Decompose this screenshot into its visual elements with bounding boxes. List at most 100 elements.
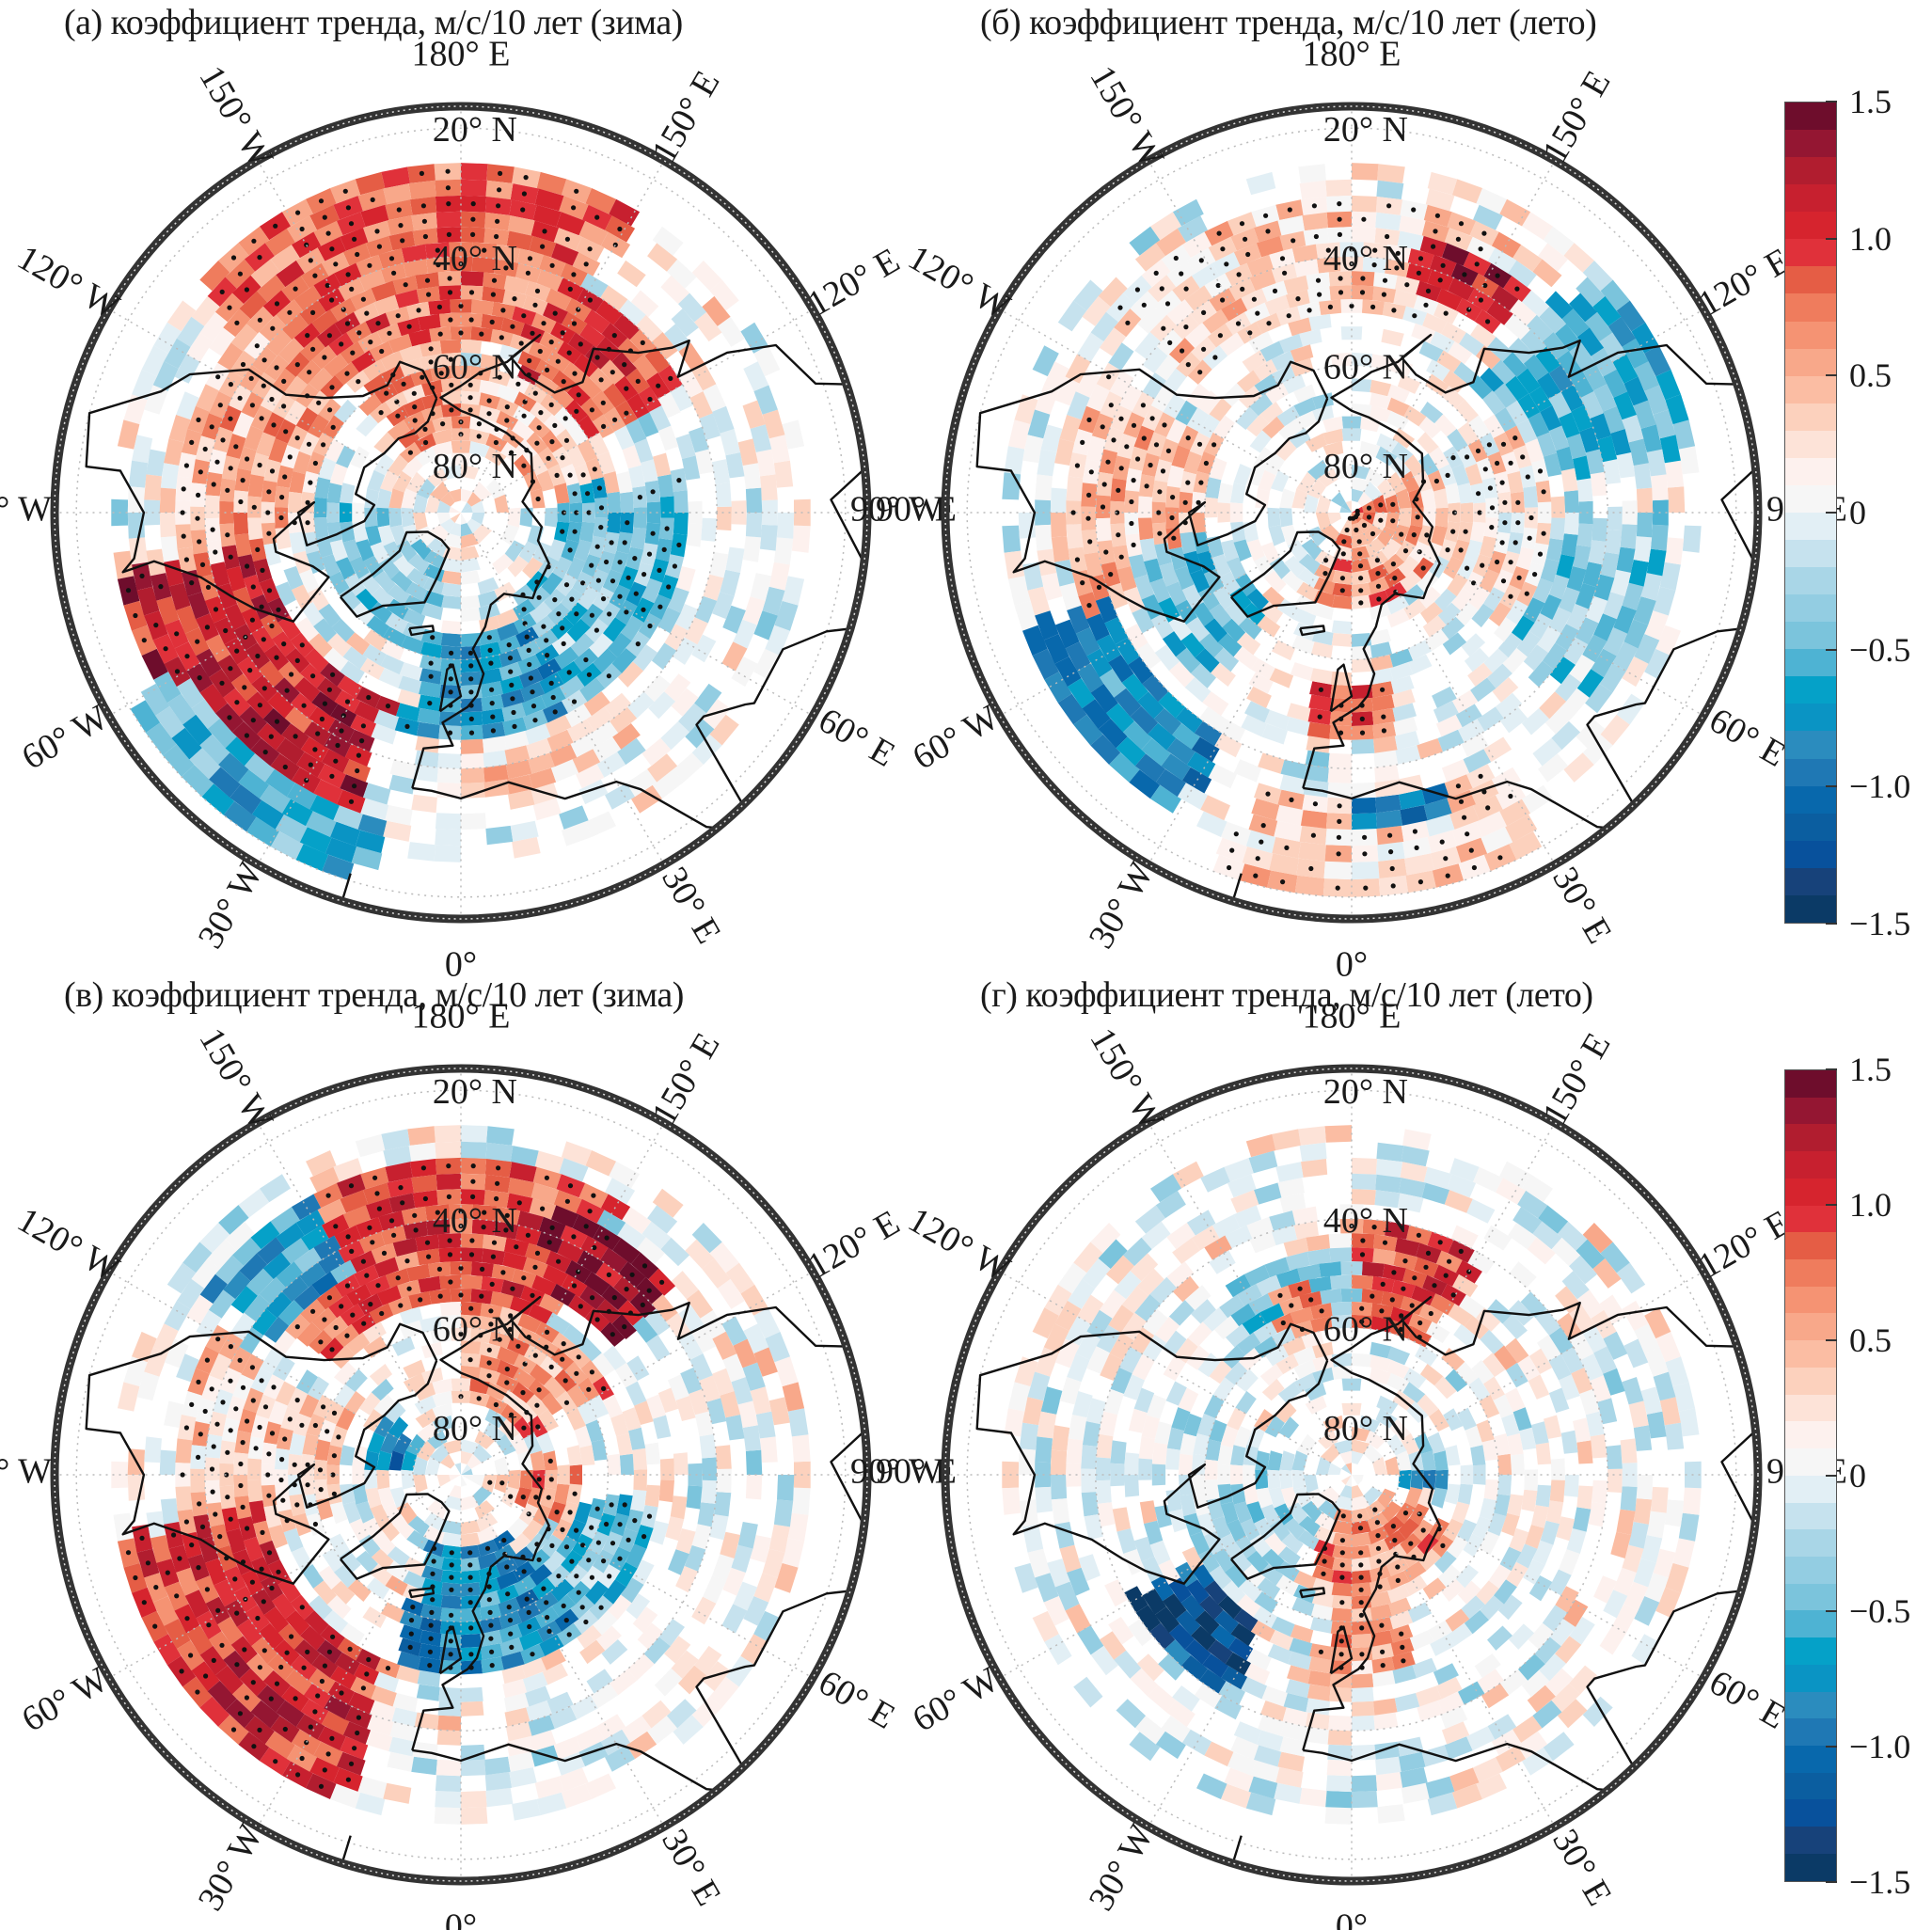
stipple-dot: [249, 403, 255, 408]
map-boundary-inner: [944, 105, 1759, 920]
trend-cell: [1422, 507, 1436, 528]
trend-cell: [342, 1205, 372, 1228]
stipple-dot: [125, 588, 132, 593]
stipple-dot: [1310, 832, 1316, 838]
trend-cell: [388, 1736, 416, 1757]
trend-cell: [415, 1408, 437, 1429]
trend-cell: [406, 1529, 429, 1551]
trend-cell: [1561, 688, 1590, 717]
trend-cell: [423, 550, 446, 570]
trend-cell: [1035, 1436, 1053, 1463]
trend-cell: [641, 737, 672, 767]
meridian-line: [1363, 160, 1556, 493]
trend-cell: [1622, 1463, 1638, 1487]
stipple-dot: [1380, 687, 1386, 692]
stipple-dot: [220, 1400, 226, 1405]
trend-cell: [1191, 1225, 1220, 1251]
stipple-dot: [470, 1163, 476, 1169]
stipple-dot: [496, 203, 501, 209]
trend-cell: [1607, 316, 1637, 347]
trend-cell: [1491, 231, 1522, 259]
trend-cell: [1067, 1567, 1090, 1596]
trend-cell: [1212, 586, 1235, 610]
trend-cell: [479, 379, 501, 397]
latitude-label: 40° N: [433, 1201, 517, 1241]
trend-cell: [1331, 620, 1352, 635]
trend-cell: [603, 617, 626, 642]
stipple-dot: [468, 716, 474, 722]
trend-cell: [1176, 1610, 1201, 1636]
trend-cell: [1142, 346, 1168, 373]
stipple-dot: [225, 1449, 230, 1455]
trend-cell: [1523, 644, 1549, 672]
meridian-line: [1363, 532, 1556, 865]
trend-cell: [1593, 384, 1617, 412]
stipple-dot: [306, 441, 312, 447]
stipple-dot: [512, 723, 517, 730]
longitude-label: 180° E: [1303, 35, 1401, 74]
longitude-label: 0°: [445, 1907, 477, 1930]
stipple-dot: [210, 527, 215, 532]
trend-cell: [1591, 347, 1617, 377]
trend-cell: [1245, 1133, 1276, 1158]
stipple-dot: [329, 385, 335, 390]
trend-cell: [1194, 720, 1223, 747]
stipple-dot: [535, 1424, 541, 1430]
stipple-dot: [1124, 444, 1130, 450]
stipple-dot: [350, 350, 356, 356]
trend-cell: [166, 300, 197, 332]
trend-cell: [1591, 648, 1617, 678]
trend-cell: [1448, 277, 1475, 301]
trend-cell: [239, 1327, 264, 1354]
stipple-dot: [556, 1574, 562, 1579]
trend-cell: [505, 1721, 532, 1742]
trend-cell: [1616, 1262, 1646, 1294]
trend-cell: [388, 507, 403, 528]
stipple-dot: [1385, 233, 1390, 240]
stipple-dot: [509, 1644, 515, 1650]
trend-cell: [1112, 1507, 1131, 1532]
coastline: [411, 1295, 867, 1796]
stipple-dot: [1118, 416, 1124, 421]
trend-cell: [1272, 1129, 1301, 1151]
trend-cell: [388, 454, 409, 477]
stipple-dot: [1389, 865, 1395, 872]
trend-cell: [403, 609, 426, 628]
trend-cell: [737, 1400, 758, 1428]
trend-cell: [329, 463, 348, 486]
trend-cell: [1327, 1730, 1352, 1746]
trend-cell: [306, 811, 337, 837]
trend-cell: [485, 1787, 514, 1808]
stipple-dot: [1322, 571, 1328, 577]
stipple-dot: [295, 210, 301, 215]
trend-cell: [349, 1518, 370, 1542]
trend-cell: [641, 1700, 672, 1729]
stipple-dot: [561, 379, 566, 385]
stipple-dot: [196, 1379, 201, 1384]
trend-cell: [1512, 1716, 1543, 1743]
stipple-dot: [534, 1250, 541, 1256]
trend-cell: [760, 1436, 778, 1463]
stipple-dot: [510, 696, 515, 702]
stipple-dot: [486, 411, 492, 417]
trend-cell: [1254, 555, 1275, 578]
trend-cell: [330, 1783, 361, 1809]
trend-cell: [420, 641, 443, 658]
trend-cell: [1569, 293, 1598, 323]
trend-cell: [308, 587, 329, 611]
stipple-dot: [376, 1206, 382, 1211]
trend-cell: [1593, 1575, 1617, 1604]
trend-cell: [1248, 672, 1274, 694]
trend-cell: [1293, 1221, 1319, 1240]
trend-cell: [276, 1700, 305, 1728]
trend-cell: [1103, 1388, 1124, 1416]
stipple-dot: [174, 669, 181, 674]
stipple-dot: [1080, 439, 1085, 445]
trend-cell: [373, 1394, 396, 1416]
stipple-dot: [210, 1489, 215, 1495]
stipple-dot: [566, 350, 572, 356]
trend-cell: [376, 1469, 390, 1490]
trend-cell: [399, 1320, 423, 1339]
stipple-dot: [204, 1357, 210, 1363]
stipple-dot: [1340, 551, 1346, 557]
